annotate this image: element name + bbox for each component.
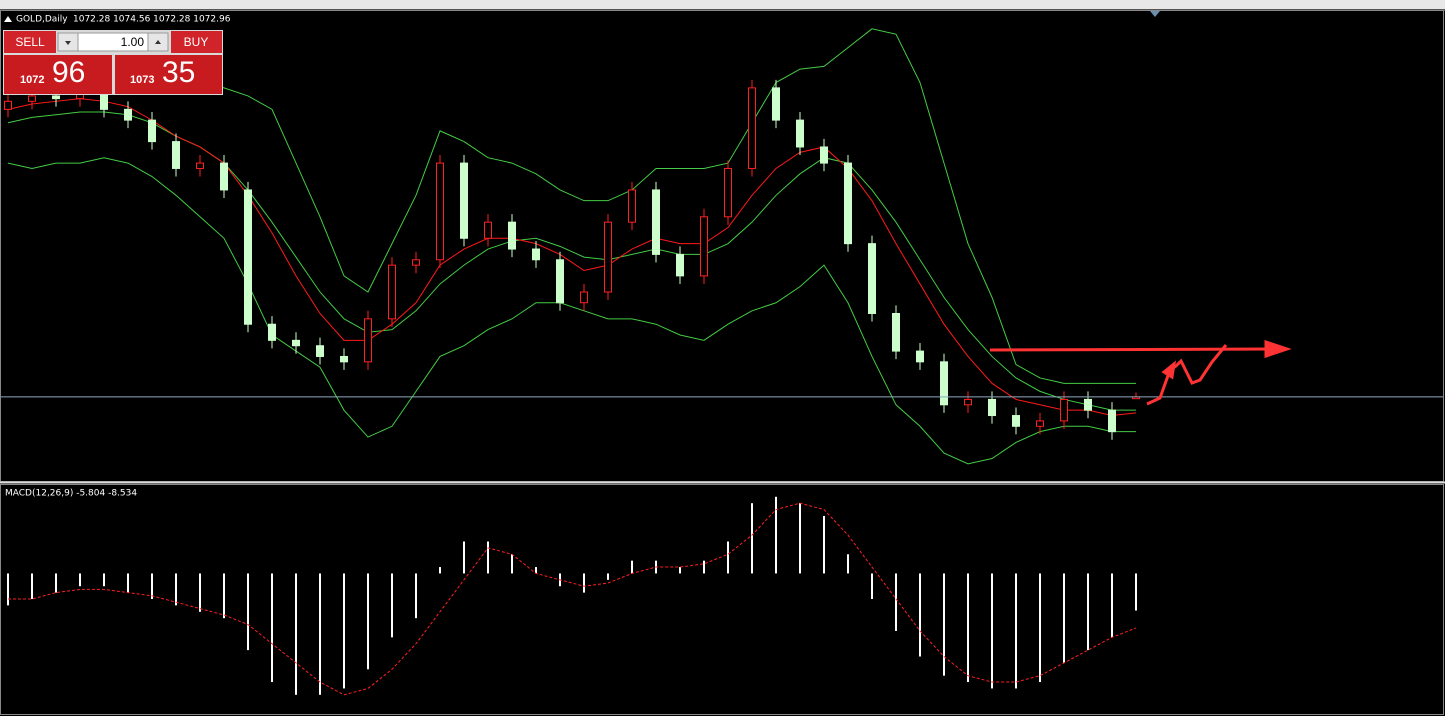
candle-body [676,253,684,277]
candle-body [724,167,732,218]
candle-body [652,189,660,255]
signal-line [8,502,1137,696]
candle-body [340,355,348,363]
ohlc: 1072.28 1074.56 1072.28 1072.96 [73,15,231,25]
candle-body [1084,398,1092,411]
candle-body [820,146,828,164]
candle-body [700,216,708,277]
candle-body [772,87,780,121]
bid-big: 1072 [20,74,44,86]
sell-label: SELL [15,35,45,49]
candle-body [628,189,636,223]
one-click-trade: SELL 1.00 BUY 1072 96 1073 35 [3,30,223,95]
toolbar-strip [0,0,1445,9]
macd-title: MACD(12,26,9) -5.804 -8.534 [5,489,137,499]
moving-average [7,98,1137,417]
candle-body [124,108,132,121]
ask-small: 35 [162,56,195,89]
candle-body [268,323,276,341]
candle-body [988,398,996,417]
candle-body [316,345,324,357]
candle-body [100,92,108,110]
candle-body [148,119,156,143]
candle-body [1012,415,1020,427]
candle-body [364,318,372,363]
header: GOLD,Daily 1072.28 1074.56 1072.28 1072.… [4,15,231,25]
plot [1,28,1443,696]
candle-body [388,264,396,320]
down-icon [65,41,71,45]
candle-body [196,162,204,169]
candle-body [220,162,228,191]
candle-body [892,312,900,352]
candle-body [604,221,612,293]
candle-body [484,221,492,239]
candle-body [796,119,804,148]
candle-body [244,189,252,325]
candle-body [52,95,60,100]
collapse-icon[interactable] [4,16,12,22]
candle-body [412,259,420,266]
candle-body [1060,398,1068,422]
buy-price-box[interactable] [115,55,222,94]
buy-button[interactable] [171,31,222,53]
sell-button[interactable] [4,31,56,53]
ask-big: 1073 [130,74,154,86]
candle-body [4,100,12,110]
candle-body [508,221,516,250]
candle-body [1108,409,1116,433]
candle-body [844,162,852,245]
candle-body [1036,420,1044,427]
candle-body [436,162,444,261]
bid-small: 96 [52,56,85,89]
candle-body [580,291,588,304]
symbol: GOLD,Daily [16,15,68,25]
candle-body [292,339,300,347]
buy-label: BUY [184,35,209,49]
candle-body [460,162,468,239]
candle-body [556,259,564,304]
macd-frame [0,484,1444,715]
up-icon [155,40,161,44]
candle-body [172,141,180,169]
candle-body [964,398,972,406]
shift-marker [1150,11,1160,17]
candle-body [916,350,924,363]
candle-body [748,87,756,169]
volume: 1.00 [121,35,145,49]
candle-body [532,248,540,261]
candle-body [28,95,36,102]
sell-price-box[interactable] [4,55,112,94]
band-lower [7,157,1136,465]
candle-body [940,361,948,406]
annotation-arrow [989,339,1292,406]
candle-body [868,243,876,314]
